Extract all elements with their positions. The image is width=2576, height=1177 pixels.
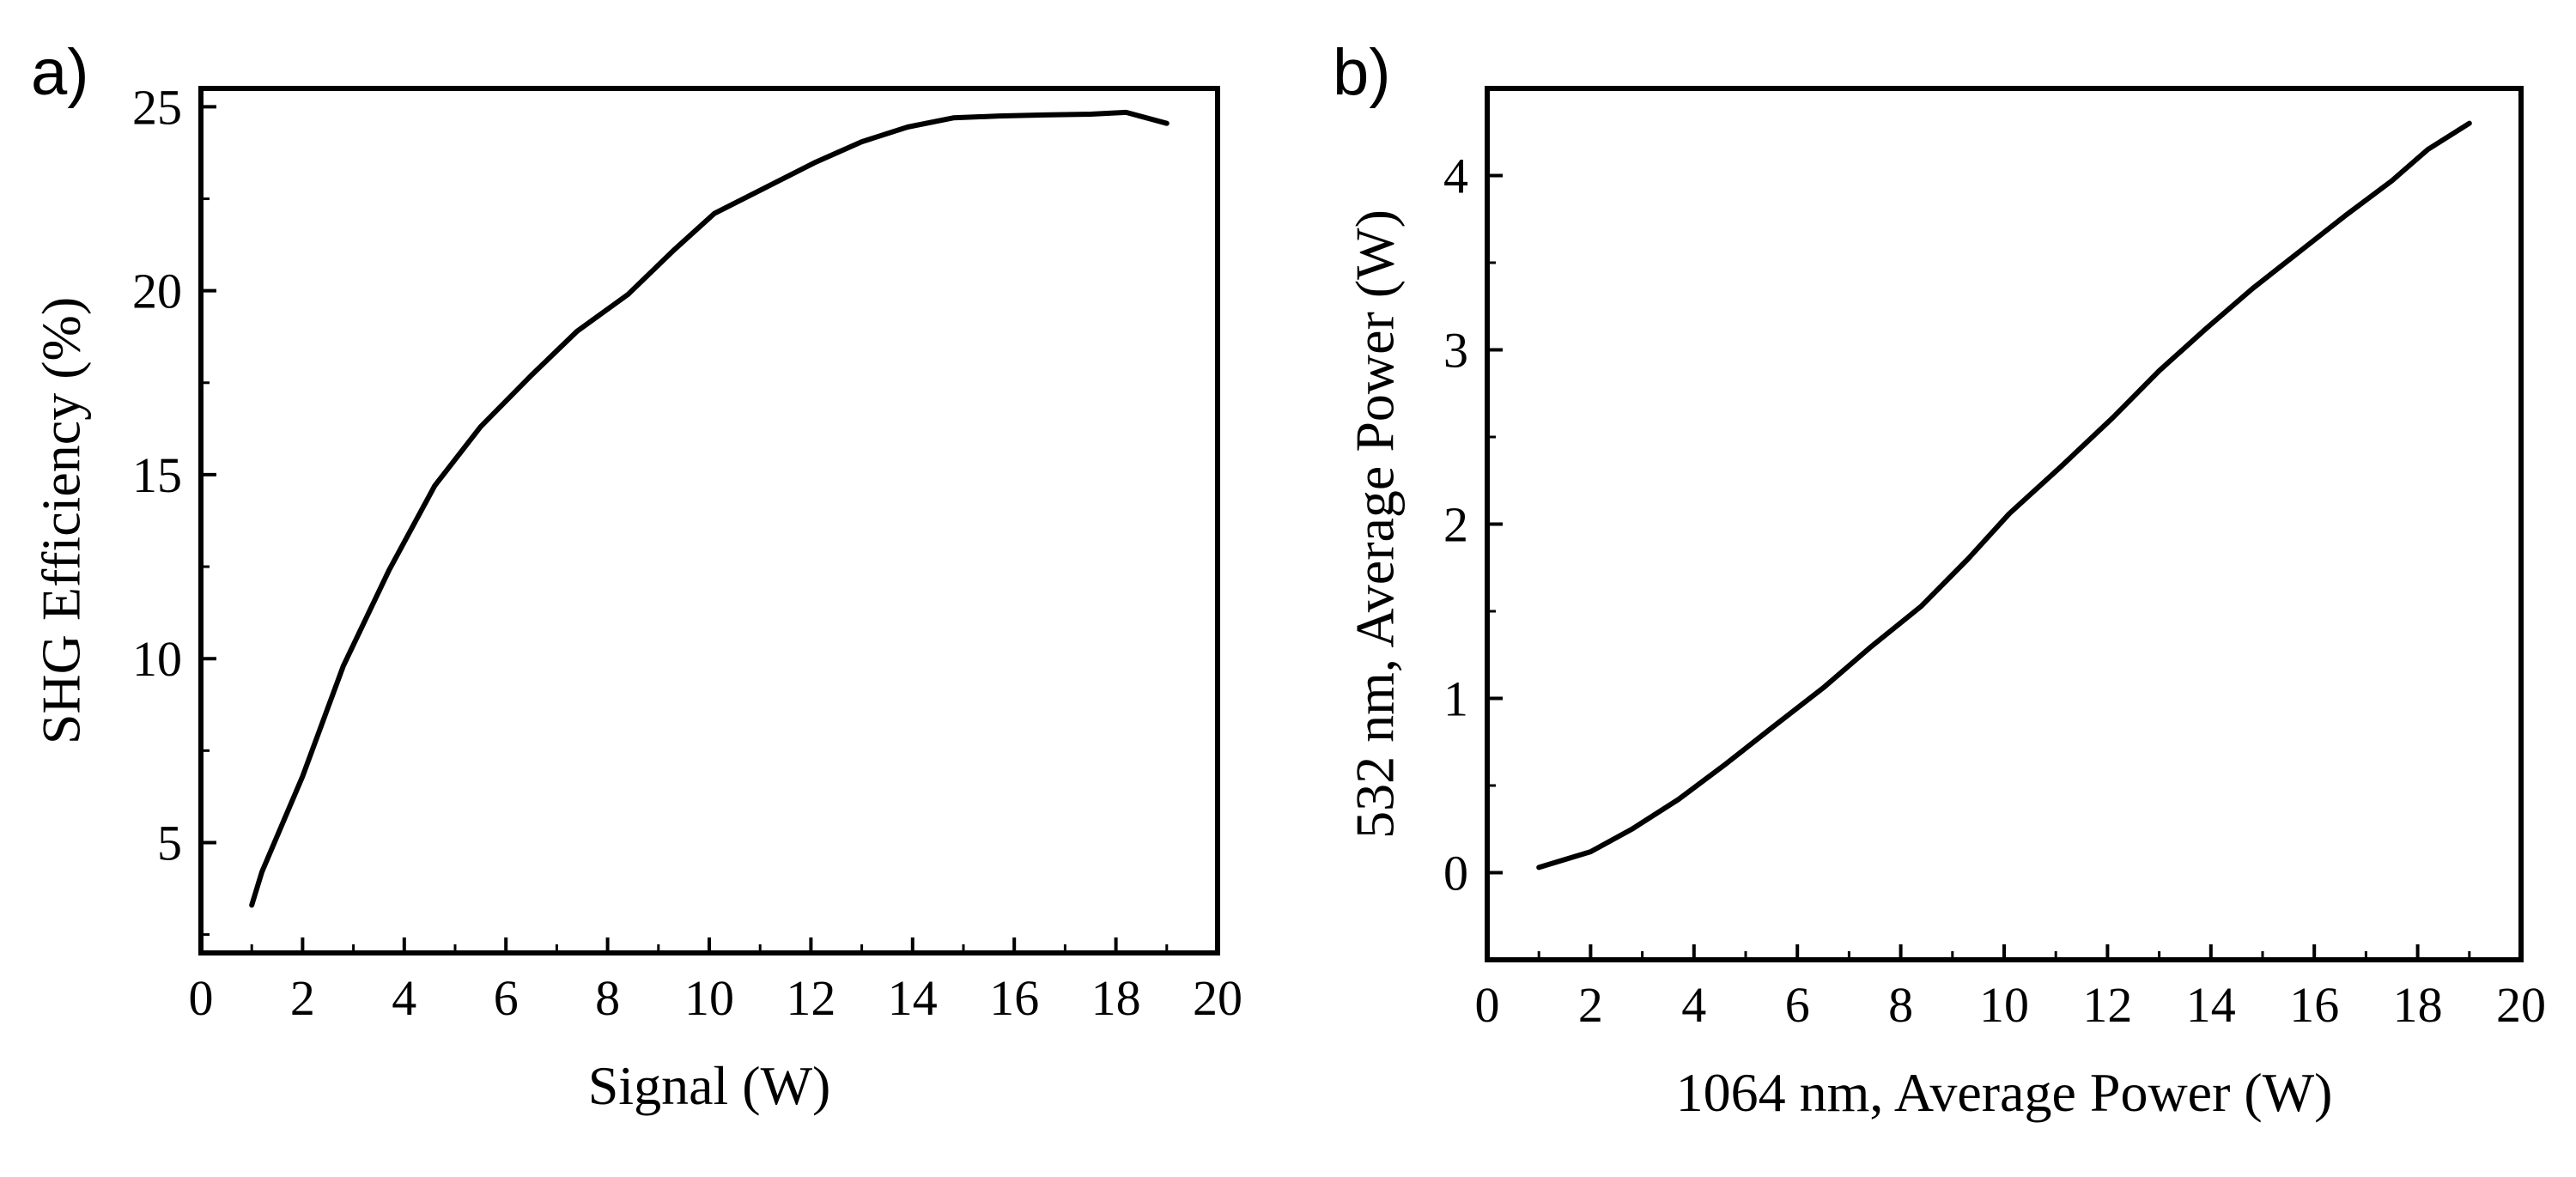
x-axis-label: Signal (W)	[588, 1055, 831, 1116]
plot-frame	[1485, 86, 2524, 962]
chart-panel-a: a) 0 2 4 6 8 10 12 14 16 18 20 5 10 15 20 25 Signal (W) SH…	[31, 36, 1242, 1116]
x-tick-label: 0	[189, 970, 214, 1026]
x-axis-label: 1064 nm, Average Power (W)	[1676, 1062, 2333, 1123]
y-tick-label: 2	[1443, 497, 1468, 553]
x-tick-label: 16	[989, 970, 1039, 1026]
y-axis-label: 532 nm, Average Power (W)	[1345, 209, 1406, 839]
x-tick-label: 10	[1979, 977, 2029, 1033]
series-line-1	[1536, 120, 2472, 871]
x-tick-label: 14	[888, 970, 938, 1026]
y-tick-label: 15	[132, 447, 182, 503]
x-tick-label: 4	[1681, 977, 1706, 1033]
y-tick-label: 4	[1443, 149, 1468, 204]
y-tick-label: 5	[157, 815, 182, 871]
panel-label: a)	[31, 36, 89, 109]
x-tick-label: 6	[1785, 977, 1810, 1033]
series-line-1	[249, 109, 1170, 908]
x-tick-label: 12	[786, 970, 835, 1026]
x-tick-label: 20	[2496, 977, 2546, 1033]
x-tick-label: 10	[684, 970, 734, 1026]
x-tick-label: 4	[392, 970, 416, 1026]
x-tick-label: 8	[595, 970, 620, 1026]
x-tick-label: 18	[2393, 977, 2443, 1033]
y-tick-label: 25	[132, 79, 182, 135]
x-tick-label: 6	[494, 970, 519, 1026]
x-tick-label: 2	[290, 970, 315, 1026]
x-tick-label: 14	[2186, 977, 2236, 1033]
y-tick-label: 10	[132, 631, 182, 687]
y-tick-label: 20	[132, 264, 182, 319]
y-tick-label: 1	[1443, 671, 1468, 727]
x-tick-label: 16	[2289, 977, 2339, 1033]
y-axis-label: SHG Efficiency (%)	[31, 297, 92, 744]
y-tick-label: 0	[1443, 846, 1468, 901]
x-tick-label: 2	[1578, 977, 1603, 1033]
x-tick-label: 18	[1091, 970, 1141, 1026]
panel-label: b)	[1333, 36, 1391, 109]
x-tick-label: 12	[2082, 977, 2132, 1033]
x-tick-label: 8	[1888, 977, 1913, 1033]
x-tick-label: 0	[1475, 977, 1500, 1033]
x-tick-label: 20	[1193, 970, 1242, 1026]
y-tick-label: 3	[1443, 323, 1468, 379]
